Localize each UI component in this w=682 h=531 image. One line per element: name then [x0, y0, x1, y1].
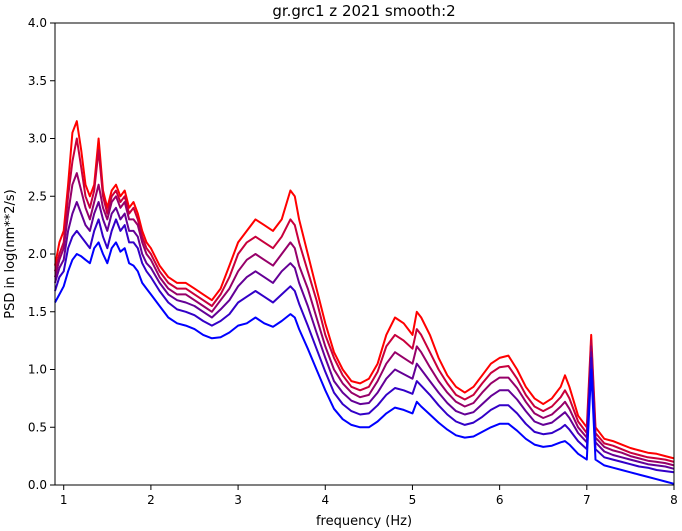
series-line-6 [54, 241, 675, 485]
x-axis: 1 2 3 4 5 6 7 8 [60, 485, 678, 507]
series-line-2 [54, 137, 675, 463]
y-tick-label: 1.5 [28, 305, 47, 319]
y-tick-label: 4.0 [28, 16, 47, 30]
y-axis: 0.0 0.5 1.0 1.5 2.0 2.5 3.0 3.5 4.0 [28, 16, 55, 492]
y-tick-label: 2.0 [28, 247, 47, 261]
y-tick-label: 0.0 [28, 478, 47, 492]
y-tick-label: 1.0 [28, 363, 47, 377]
x-axis-label: frequency (Hz) [316, 514, 412, 529]
y-tick-label: 3.0 [28, 132, 47, 146]
x-tick-label: 5 [409, 493, 417, 507]
x-tick-label: 4 [321, 493, 329, 507]
x-tick-label: 2 [147, 493, 155, 507]
x-tick-label: 7 [583, 493, 591, 507]
x-tick-label: 6 [496, 493, 504, 507]
chart-title: gr.grc1 z 2021 smooth:2 [272, 2, 455, 20]
series-line-5 [54, 218, 675, 474]
series-line-1 [54, 120, 675, 460]
y-tick-label: 2.5 [28, 189, 47, 203]
x-tick-label: 3 [234, 493, 242, 507]
y-axis-label: PSD in log(nm**2/s) [3, 189, 18, 319]
series-line-3 [54, 172, 675, 467]
plot-frame [54, 22, 675, 486]
y-tick-label: 0.5 [28, 420, 47, 434]
x-tick-label: 8 [670, 493, 678, 507]
series-layer [54, 120, 675, 485]
y-tick-label: 3.5 [28, 74, 47, 88]
series-line-4 [54, 201, 675, 470]
x-tick-label: 1 [60, 493, 68, 507]
